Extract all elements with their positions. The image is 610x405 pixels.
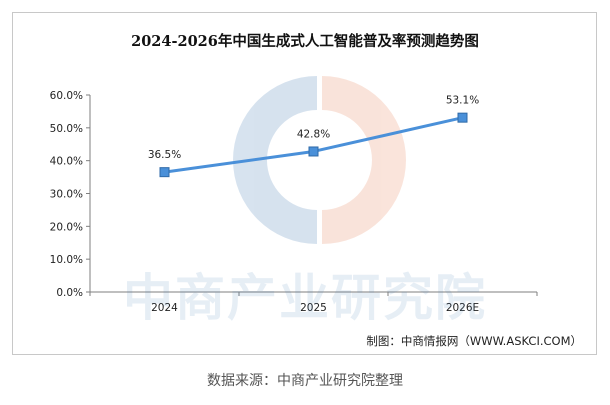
y-tick-label: 0.0% <box>56 287 83 299</box>
series-layer: 36.5% 42.8% 53.1% <box>148 95 479 178</box>
y-tick-label: 20.0% <box>50 221 83 233</box>
watermark-text: 中商产业研究院 <box>123 269 487 327</box>
x-tick-label: 2025 <box>300 302 327 314</box>
y-tick-label: 40.0% <box>50 156 83 168</box>
x-axis: 2024 2025 2026E <box>89 291 538 314</box>
chart-frame <box>12 12 597 355</box>
series-line <box>163 116 464 174</box>
data-label: 42.8% <box>297 128 330 140</box>
data-point <box>457 112 468 123</box>
y-tick-label: 60.0% <box>50 90 83 102</box>
source-line: 数据来源：中商产业研究院整理 <box>207 373 403 389</box>
y-tick-label: 50.0% <box>50 123 83 135</box>
data-point <box>159 167 170 178</box>
watermark-logo <box>233 76 406 244</box>
data-label: 53.1% <box>446 95 479 107</box>
chart-credit: 制图：中商情报网（WWW.ASKCI.COM） <box>366 334 582 348</box>
y-tick-label: 30.0% <box>50 189 83 201</box>
chart-title: 2024-2026年中国生成式人工智能普及率预测趋势图 <box>131 33 479 50</box>
data-point <box>308 146 319 157</box>
x-tick-label: 2024 <box>151 302 178 314</box>
y-tick-label: 10.0% <box>50 254 83 266</box>
data-label: 36.5% <box>148 149 181 161</box>
y-axis: 0.0% 10.0% 20.0% 30.0% 40.0% 50.0% 60.0% <box>50 90 91 299</box>
x-tick-label: 2026E <box>446 302 479 314</box>
